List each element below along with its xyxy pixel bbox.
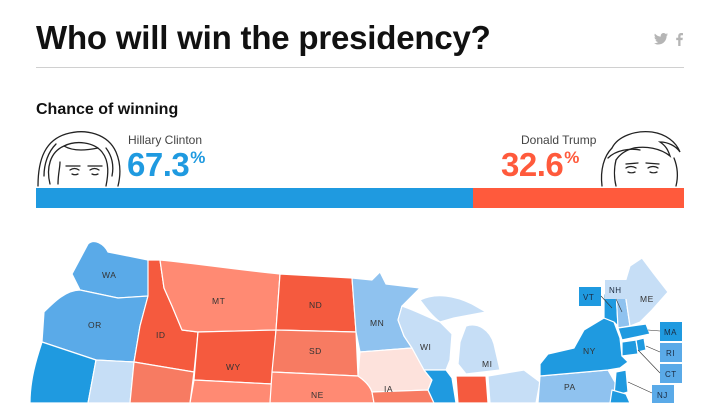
state-oh[interactable] [487,369,541,403]
label-id: ID [156,330,166,340]
label-or: OR [88,320,102,330]
trump-percentage: 32.6% [501,146,579,183]
clinton-percentage: 67.3% [127,146,205,183]
leader-ri [645,345,661,353]
state-ca[interactable] [29,341,97,403]
state-mi-upper[interactable] [419,295,487,323]
box-label-vt: VT [583,293,594,302]
state-mt[interactable] [159,259,281,333]
trump-probability-segment [472,188,684,208]
label-ne: NE [311,390,324,400]
label-ia: IA [384,384,393,394]
label-pa: PA [564,382,576,392]
box-nh[interactable] [605,280,627,299]
clinton-probability-segment [36,188,473,208]
state-ct-map[interactable] [621,339,639,357]
us-electoral-map: WA OR ID MT WY ND SD NE MN WI MI IA NY P… [29,240,682,403]
state-ma-map[interactable] [617,323,651,341]
box-ri[interactable] [660,343,682,362]
box-label-nh: NH [609,286,622,295]
box-vt[interactable] [579,287,601,306]
chance-of-winning-title: Chance of winning [36,101,179,118]
state-me-map[interactable] [623,257,669,327]
clinton-portrait-icon [37,131,121,187]
label-wi: WI [420,342,431,352]
state-wy[interactable] [193,329,277,385]
state-ny[interactable] [539,317,629,377]
state-nv[interactable] [87,359,135,403]
label-sd: SD [309,346,322,356]
facebook-icon[interactable] [676,33,683,46]
state-in[interactable] [455,375,489,403]
label-mi: MI [482,359,492,369]
label-nd: ND [309,300,322,310]
state-ri-map[interactable] [635,337,647,353]
label-mt: MT [212,296,225,306]
box-ct[interactable] [660,364,682,383]
label-wa: WA [102,270,116,280]
state-nj-map[interactable] [613,369,629,397]
box-nj[interactable] [652,385,674,403]
state-ut[interactable] [129,361,195,403]
clinton-name: Hillary Clinton [128,133,203,147]
small-state-boxes: VT NH MA RI CT NJ [579,280,682,403]
share-links [654,33,683,46]
box-label-nj: NJ [657,391,668,400]
box-label-ma: MA [664,328,677,337]
state-co[interactable] [189,379,273,403]
leader-nh [615,298,623,313]
probability-bar [36,188,684,208]
trump-name: Donald Trump [521,133,597,147]
page-title: Who will win the presidency? [36,19,491,56]
leader-vt [600,295,613,309]
trump-portrait-icon [600,130,681,187]
box-ma[interactable] [660,322,682,341]
leader-ct [637,349,661,374]
state-md-map[interactable] [609,389,631,403]
label-wy: WY [226,362,241,372]
box-label-ct: CT [665,370,677,379]
twitter-icon[interactable] [654,33,668,46]
leader-ma [647,329,661,332]
leader-nj [627,381,653,394]
box-label-ri: RI [666,349,675,358]
label-me: ME [640,294,654,304]
state-mo[interactable] [371,389,435,403]
state-il[interactable] [423,369,457,403]
label-ny: NY [583,346,596,356]
header-divider [36,67,684,68]
label-mn: MN [370,318,384,328]
state-mi[interactable] [457,324,501,375]
